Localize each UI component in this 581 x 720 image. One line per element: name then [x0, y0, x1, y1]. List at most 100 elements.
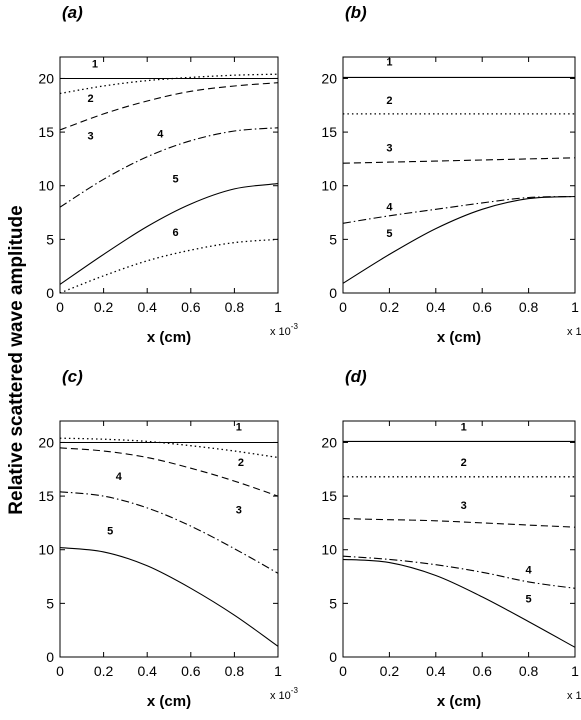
x-tick-label: 0.2	[380, 299, 400, 315]
series-2-label: 2	[461, 457, 467, 469]
x-scale-note: x 10-3	[567, 686, 581, 702]
x-tick-label: 0.8	[225, 299, 245, 315]
y-tick-label: 10	[38, 542, 54, 558]
y-tick-label: 10	[321, 178, 337, 194]
panel-3: (c) 0 5 10 15 20 0 0.2 0.4 0.6 0.8 1 x (cm) x 10-3 1 2 3…	[38, 367, 298, 710]
y-tick-label: 15	[321, 488, 337, 504]
y-tick-label: 10	[38, 178, 54, 194]
y-tick-label: 0	[46, 285, 54, 301]
x-tick-label: 1	[571, 299, 579, 315]
x-tick-label: 0.4	[426, 663, 446, 679]
y-tick-label: 15	[321, 124, 337, 140]
series-2-line	[59, 73, 279, 95]
y-tick-label: 5	[46, 231, 54, 247]
y-tick-label: 5	[329, 231, 337, 247]
y-tick-label: 0	[329, 649, 337, 665]
series-4-line	[342, 195, 576, 224]
x-tick-label: 0.8	[519, 663, 539, 679]
x-axis-label: x (cm)	[147, 329, 191, 346]
series-4-label: 4	[526, 564, 533, 576]
series-2-label: 2	[238, 457, 244, 469]
y-tick-label: 10	[321, 542, 337, 558]
x-tick-label: 1	[571, 663, 579, 679]
y-tick-label: 20	[321, 70, 337, 86]
series-1-label: 1	[461, 422, 467, 434]
x-axis-label: x (cm)	[147, 693, 191, 710]
y-tick-label: 5	[329, 595, 337, 611]
y-tick-label: 15	[38, 488, 54, 504]
panel-1: (a) 0 5 10 15 20 0 0.2 0.4 0.6 0.8 1 x (cm) x 10-3 1 2 3…	[38, 3, 298, 346]
plot-frame	[59, 420, 279, 658]
series-5-line	[342, 195, 576, 284]
x-tick-label: 0.6	[181, 299, 201, 315]
series-3-line	[342, 157, 576, 164]
x-tick-label: 0.6	[472, 299, 492, 315]
y-axis-label: Relative scattered wave amplitude	[6, 205, 27, 514]
series-5-line	[59, 547, 279, 647]
x-tick-label: 1	[274, 299, 282, 315]
plot-frame	[342, 420, 576, 658]
x-tick-label: 0.4	[137, 299, 157, 315]
x-tick-label: 0.2	[380, 663, 400, 679]
panel-label: (a)	[62, 3, 83, 22]
y-tick-label: 5	[46, 595, 54, 611]
series-4-line	[59, 127, 279, 208]
series-6-label: 6	[172, 227, 178, 239]
y-tick-label: 0	[329, 285, 337, 301]
x-scale-note: x 10-3	[567, 322, 581, 338]
series-3-line	[342, 518, 576, 528]
x-tick-label: 0.2	[94, 663, 114, 679]
series-3-label: 3	[461, 500, 467, 512]
x-tick-label: 0	[339, 663, 347, 679]
x-tick-label: 0.6	[472, 663, 492, 679]
y-tick-label: 0	[46, 649, 54, 665]
series-5-label: 5	[526, 593, 532, 605]
panel-2: (b) 0 5 10 15 20 0 0.2 0.4 0.6 0.8 1 x (cm) x 10-3 1 2 3…	[321, 3, 581, 346]
series-4-line	[59, 491, 279, 574]
plot-frame	[342, 56, 576, 294]
series-3-line	[59, 447, 279, 497]
series-4-label: 4	[157, 128, 164, 140]
x-axis-label: x (cm)	[437, 329, 481, 346]
series-5-label: 5	[107, 526, 113, 538]
panel-4: (d) 0 5 10 15 20 0 0.2 0.4 0.6 0.8 1 x (cm) x 10-3 1 2 3…	[321, 367, 581, 710]
series-2-line	[59, 437, 279, 459]
series-4-label: 4	[386, 201, 393, 213]
series-3-label: 3	[87, 131, 93, 143]
x-tick-label: 0	[56, 299, 64, 315]
x-tick-label: 0.8	[225, 663, 245, 679]
series-1-label: 1	[386, 57, 392, 69]
series-2-label: 2	[386, 95, 392, 107]
series-4-line	[342, 555, 576, 589]
x-tick-label: 0.4	[137, 663, 157, 679]
x-axis-label: x (cm)	[437, 693, 481, 710]
plot-frame	[59, 56, 279, 294]
series-4-label: 4	[116, 471, 123, 483]
series-3-label: 3	[236, 504, 242, 516]
panel-label: (c)	[62, 367, 83, 386]
series-3-line	[59, 82, 279, 131]
x-scale-note: x 10-3	[270, 322, 298, 338]
x-tick-label: 0	[56, 663, 64, 679]
series-2-label: 2	[87, 93, 93, 105]
y-tick-label: 20	[321, 434, 337, 450]
series-3-label: 3	[386, 142, 392, 154]
x-tick-label: 0	[339, 299, 347, 315]
x-tick-label: 1	[274, 663, 282, 679]
y-tick-label: 15	[38, 124, 54, 140]
x-scale-note: x 10-3	[270, 686, 298, 702]
y-tick-label: 20	[38, 70, 54, 86]
series-1-label: 1	[92, 59, 98, 71]
x-tick-label: 0.4	[426, 299, 446, 315]
x-tick-label: 0.2	[94, 299, 114, 315]
x-tick-label: 0.8	[519, 299, 539, 315]
series-1-label: 1	[236, 422, 242, 434]
series-5-line	[59, 183, 279, 285]
x-tick-label: 0.6	[181, 663, 201, 679]
series-5-line	[342, 558, 576, 648]
panel-label: (b)	[345, 3, 367, 22]
series-6-line	[59, 238, 279, 294]
series-5-label: 5	[386, 228, 392, 240]
